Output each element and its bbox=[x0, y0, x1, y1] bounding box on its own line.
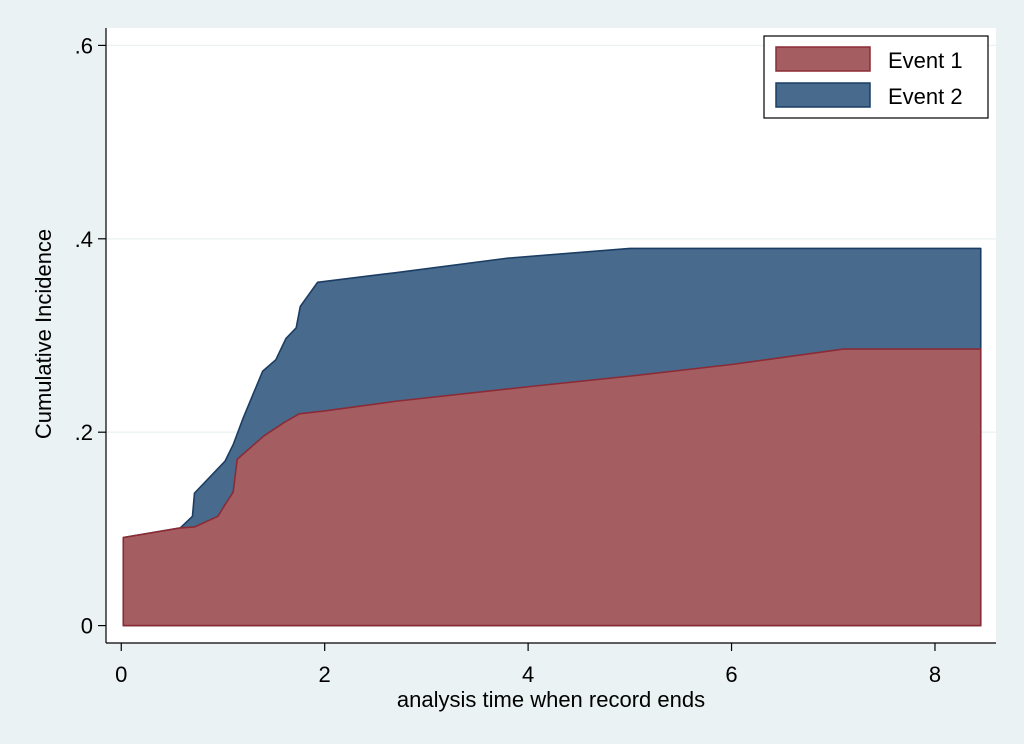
legend: Event 1 Event 2 bbox=[763, 35, 989, 119]
y-axis-title: Cumulative Incidence bbox=[31, 229, 56, 439]
y-tick-label: 0 bbox=[81, 614, 93, 639]
x-tick-label: 8 bbox=[929, 662, 941, 687]
x-tick-label: 0 bbox=[115, 662, 127, 687]
legend-label-event-1: Event 1 bbox=[888, 48, 963, 73]
legend-swatch-event-2 bbox=[775, 82, 871, 108]
series-area-event-1 bbox=[122, 348, 982, 627]
x-tick-label: 6 bbox=[725, 662, 737, 687]
x-tick-label: 4 bbox=[522, 662, 534, 687]
axes bbox=[98, 28, 996, 651]
x-axis-title: analysis time when record ends bbox=[397, 687, 705, 712]
legend-label-event-2: Event 2 bbox=[888, 84, 963, 109]
y-tick-label: .2 bbox=[75, 420, 93, 445]
y-tick-label: .6 bbox=[75, 33, 93, 58]
series-areas bbox=[122, 247, 982, 627]
tick-labels: 0 .2 .4 .6 0 2 4 6 8 bbox=[75, 33, 941, 687]
y-tick-label: .4 bbox=[75, 227, 93, 252]
x-tick-label: 2 bbox=[319, 662, 331, 687]
legend-swatch-event-1 bbox=[775, 46, 871, 72]
